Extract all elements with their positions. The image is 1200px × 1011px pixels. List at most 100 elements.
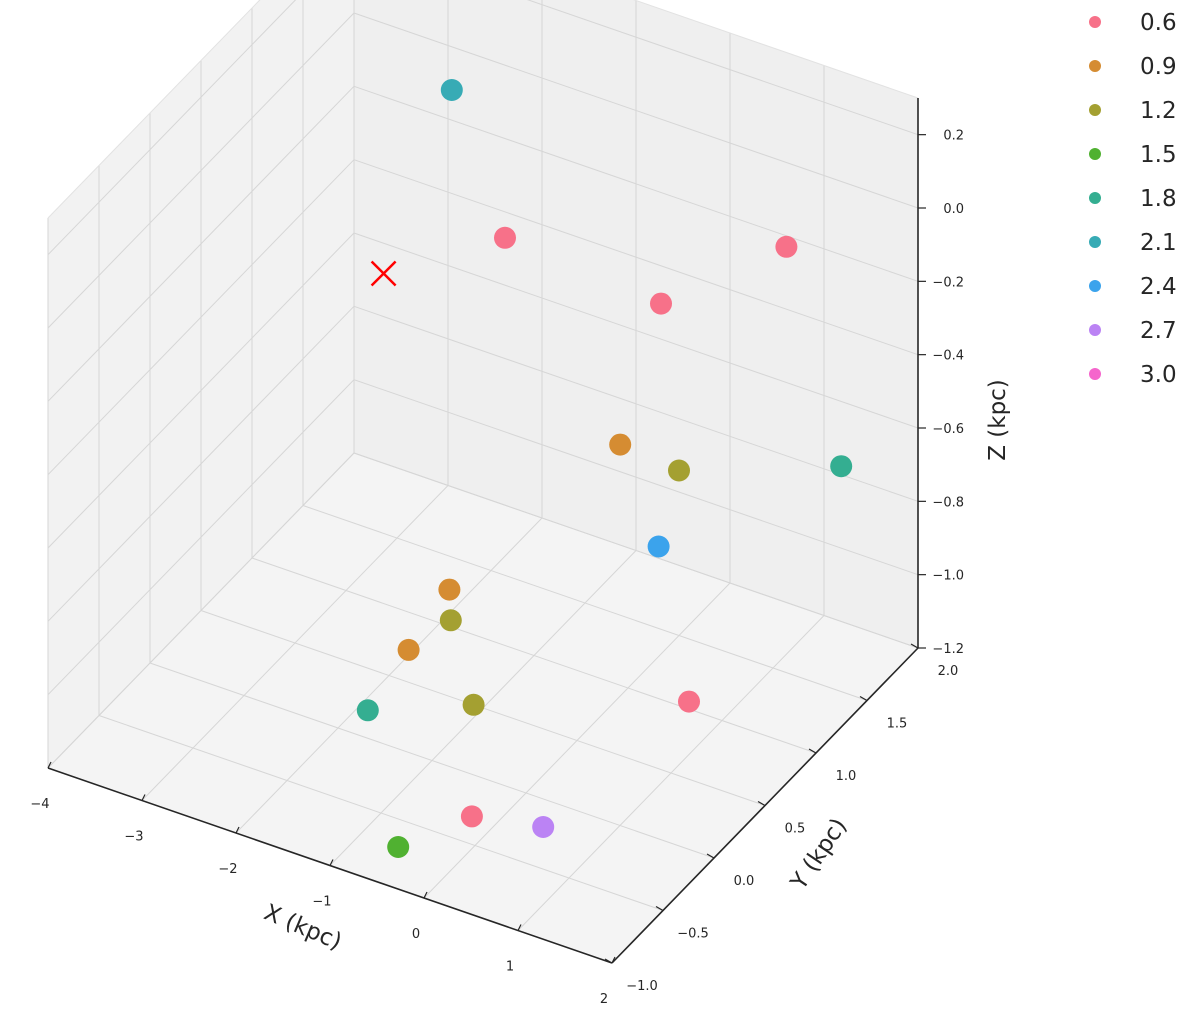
x-tick — [329, 859, 334, 866]
y-tick-label: 1.0 — [836, 769, 857, 784]
legend-marker — [1089, 60, 1101, 72]
legend-marker — [1089, 16, 1101, 28]
z-tick-label: −1.2 — [932, 642, 964, 657]
data-point — [462, 693, 485, 716]
grid-line-z-left — [47, 232, 355, 549]
tick-labels: −4 −3 −2 −1 0 1 2 −1.0 −0.5 0.0 0.5 1.0 1.5 2.0 −1.2 −1… — [30, 129, 964, 1007]
grid-line-y-floor — [98, 715, 664, 911]
data-point — [830, 455, 853, 478]
legend-marker — [1089, 104, 1101, 116]
y-tick-label: 0.5 — [785, 822, 806, 837]
data-point — [387, 836, 410, 858]
grid-line-z-left — [47, 452, 355, 769]
z-tick-label: −1.0 — [932, 569, 964, 584]
legend-label: 3.0 — [1140, 362, 1177, 388]
data-point — [460, 805, 483, 828]
pane-edge — [47, 0, 261, 219]
y-tick — [655, 905, 664, 912]
y-tick-label: 0.0 — [734, 874, 755, 889]
axis-lines — [47, 98, 926, 964]
y-tick-label: −1.0 — [626, 979, 658, 994]
grid-line-z-back — [353, 85, 919, 282]
x-tick-label: −3 — [124, 830, 143, 845]
grid-line-z-back — [526, 0, 919, 136]
data-points — [356, 79, 853, 858]
grid-line-z-back — [353, 232, 919, 429]
legend: 0.6 0.9 1.2 1.5 1.8 2.1 2.4 2.7 3.0 — [1089, 10, 1177, 388]
grid-line-z-back — [353, 305, 919, 502]
grid-line-y-floor — [251, 557, 817, 754]
legend-label: 1.5 — [1140, 142, 1177, 168]
grid-line-z-left — [47, 305, 355, 622]
y-tick — [757, 800, 766, 807]
legend-marker — [1089, 148, 1101, 160]
y-tick-label: 2.0 — [938, 664, 959, 679]
grid-line-z-left — [47, 0, 297, 256]
data-point — [668, 459, 690, 482]
y-tick-label: 1.5 — [887, 717, 908, 732]
legend-label: 2.4 — [1140, 274, 1177, 300]
legend-marker — [1089, 236, 1101, 248]
x-tick — [47, 761, 52, 769]
grid-line-z-left — [47, 379, 355, 696]
x-tick-label: −1 — [312, 895, 331, 910]
x-marker-stroke — [370, 260, 397, 287]
x-tick-label: 2 — [600, 992, 608, 1007]
data-point — [650, 292, 672, 315]
data-point — [678, 690, 700, 713]
data-point — [609, 433, 632, 456]
y-tick — [706, 853, 715, 859]
z-axis-label: Z (kpc) — [985, 379, 1011, 461]
grid-line-y-floor — [149, 662, 715, 859]
x-tick — [235, 826, 240, 834]
grid-line-z-back — [353, 379, 919, 576]
grid-line-z-back — [353, 452, 919, 649]
data-point — [775, 235, 798, 258]
data-point — [440, 79, 463, 101]
z-tick-label: 0.0 — [943, 202, 964, 217]
grid-lines — [47, 0, 919, 964]
legend-label: 2.7 — [1140, 318, 1177, 344]
legend-marker — [1089, 192, 1101, 204]
legend-label: 1.8 — [1140, 186, 1177, 212]
legend-label: 1.2 — [1140, 98, 1177, 124]
x-tick-label: 1 — [506, 960, 514, 975]
grid-line-z-left — [47, 85, 355, 402]
x-tick — [611, 956, 616, 964]
pane-edge — [633, 0, 919, 99]
z-tick-label: −0.8 — [932, 495, 964, 510]
data-point — [532, 816, 555, 838]
grid-line-z-left — [47, 159, 355, 476]
y-tick — [910, 643, 919, 649]
legend-marker — [1089, 368, 1101, 380]
z-tick-label: 0.2 — [943, 129, 964, 144]
y-tick-label: −0.5 — [677, 927, 709, 942]
data-point — [647, 535, 670, 558]
data-point — [494, 226, 516, 249]
x-tick-label: −2 — [218, 862, 237, 877]
x-tick-label: 0 — [412, 927, 420, 942]
z-tick-label: −0.4 — [932, 349, 964, 364]
data-point — [356, 699, 379, 722]
z-tick-label: −0.2 — [932, 275, 964, 290]
grid-line-y-floor — [302, 505, 868, 701]
legend-label: 2.1 — [1140, 230, 1177, 256]
axis-panes — [48, 0, 918, 963]
y-tick — [808, 748, 817, 754]
x-tick — [517, 924, 522, 931]
x-axis-label: X (kpc) — [260, 900, 345, 956]
y-tick — [604, 958, 613, 964]
data-point — [438, 578, 461, 601]
x-marker — [370, 260, 397, 287]
grid-line-z-left — [47, 12, 355, 329]
grid-line-z-back — [353, 12, 919, 209]
legend-marker — [1089, 324, 1101, 336]
legend-label: 0.9 — [1140, 54, 1177, 80]
y-tick — [859, 695, 868, 702]
z-tick-label: −0.6 — [932, 422, 964, 437]
x-tick-label: −4 — [30, 797, 49, 812]
data-point — [439, 609, 462, 632]
legend-marker — [1089, 280, 1101, 292]
x-tick — [141, 794, 146, 801]
